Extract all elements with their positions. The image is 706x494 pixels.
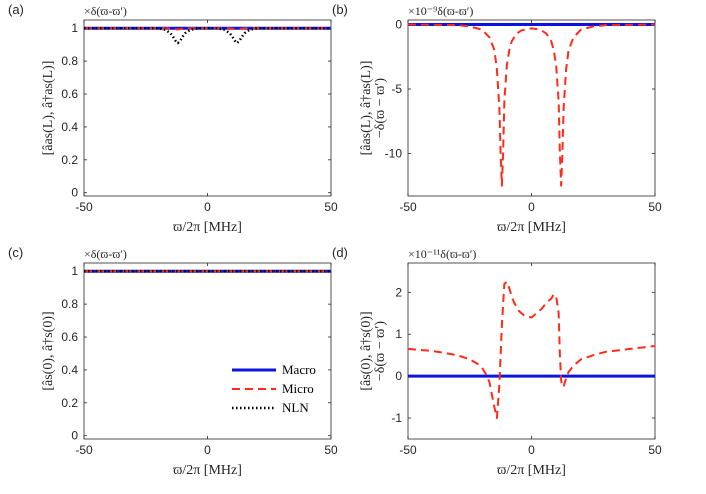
x-tick-label: 0 (204, 200, 211, 214)
x-tick-label: -50 (75, 200, 93, 214)
x-tick-label: 50 (648, 200, 662, 214)
panel-label: (a) (8, 2, 24, 17)
y-tick-label: -10 (385, 146, 403, 160)
y-tick-label: 1 (395, 327, 402, 341)
x-tick-label: -50 (399, 443, 417, 457)
y-tick-label: 0.4 (61, 120, 78, 134)
x-tick-label: 0 (204, 443, 211, 457)
y-tick-label: 0.8 (61, 54, 78, 68)
y-axis-label: [âs(0), â†s(0)] (359, 311, 374, 390)
panel-label: (b) (332, 2, 348, 17)
scale-note: ×δ(ϖ-ϖ′) (84, 247, 127, 261)
y-tick-label: 0.6 (61, 87, 78, 101)
y-tick-label: 1 (71, 21, 78, 35)
legend-label-macro: Macro (282, 362, 316, 377)
scale-note: ×10⁻¹¹δ(ϖ-ϖ′) (408, 247, 476, 261)
y-axis-label: [âs(0), â†s(0)] (41, 311, 56, 390)
legend-label-micro: Micro (282, 381, 314, 396)
plot-frame (83, 19, 332, 197)
legend-label-nln: NLN (282, 400, 309, 415)
y-tick-label: 0 (71, 186, 78, 200)
legend: Macro Micro NLN (232, 362, 316, 415)
y-tick-label: 2 (395, 285, 402, 299)
x-tick-label: 0 (528, 443, 535, 457)
x-axis-label: ϖ/2π [MHz] (497, 220, 566, 235)
x-tick-label: 0 (528, 200, 535, 214)
y-axis-label-line2: −δ(ϖ − ϖ′) (373, 321, 388, 382)
y-tick-label: 0 (395, 18, 402, 32)
x-tick-label: -50 (399, 200, 417, 214)
y-axis-label: [âas(L), â†as(L)] (41, 61, 56, 156)
y-tick-label: 0.2 (61, 153, 78, 167)
y-tick-label: 0 (395, 369, 402, 383)
panel-3: -50 0 50 -1 0 1 2 (d) ×10⁻¹¹δ(ϖ-ϖ′) ϖ/2π [MHz] [âs… (332, 245, 662, 478)
x-tick-label: -50 (75, 443, 93, 457)
y-tick-label: 0.4 (61, 363, 78, 377)
x-tick-label: 50 (324, 200, 338, 214)
y-tick-label: -5 (391, 82, 402, 96)
series-micro-line (408, 23, 655, 187)
y-tick-label: -1 (391, 411, 402, 425)
x-axis-label: ϖ/2π [MHz] (173, 220, 242, 235)
x-tick-label: 50 (648, 443, 662, 457)
series-micro-line (408, 280, 655, 420)
scale-note: ×10⁻⁹δ(ϖ-ϖ′) (408, 4, 473, 18)
y-axis-label-line2: −δ(ϖ − ϖ′) (373, 78, 388, 139)
x-axis-label: ϖ/2π [MHz] (173, 463, 242, 478)
panel-label: (c) (8, 245, 23, 260)
plot-frame (407, 19, 656, 197)
x-axis-label: ϖ/2π [MHz] (497, 463, 566, 478)
panel-label: (d) (332, 245, 348, 260)
y-tick-label: 0.6 (61, 330, 78, 344)
x-tick-label: 50 (324, 443, 338, 457)
series-micro-line (84, 27, 331, 31)
scale-note: ×δ(ϖ-ϖ′) (84, 4, 127, 18)
y-tick-label: 0.8 (61, 297, 78, 311)
y-axis-label: [âas(L), â†as(L)] (359, 61, 374, 156)
y-tick-label: 0.2 (61, 396, 78, 410)
panel-1: -50 0 50 0 -5 -10 (b) ×10⁻⁹δ(ϖ-ϖ′) ϖ/2π [MHz] [âa… (332, 2, 662, 235)
y-tick-label: 1 (71, 264, 78, 278)
y-tick-label: 0 (71, 429, 78, 443)
